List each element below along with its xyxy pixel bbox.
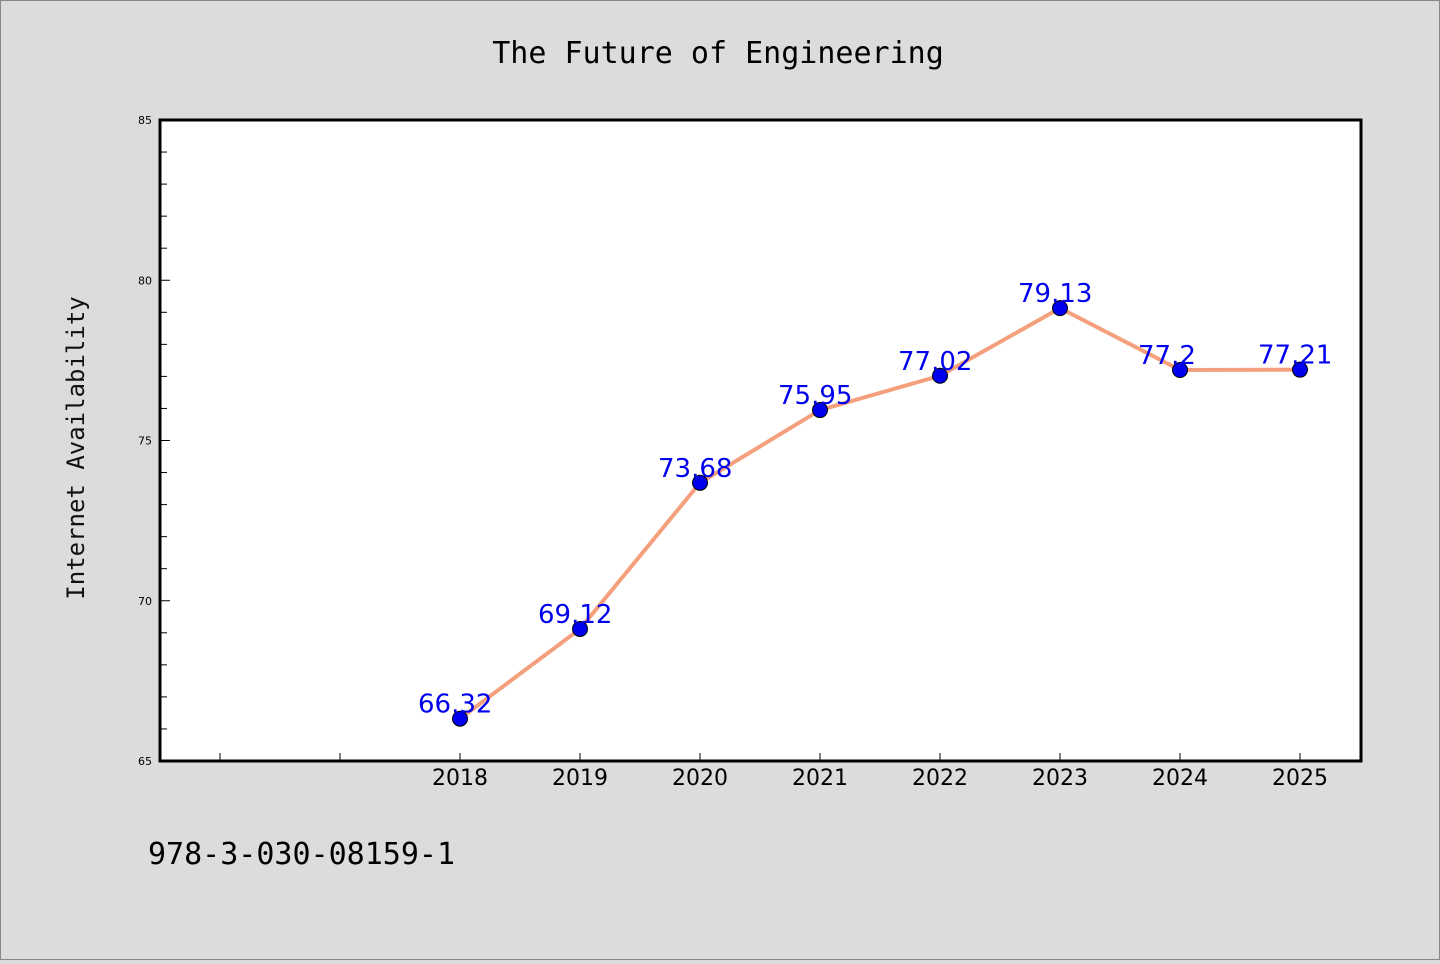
footer-isbn: 978-3-030-08159-1 (148, 837, 455, 872)
x-axis: 2018 2019 2020 2021 2022 2023 2024 2025 (219, 753, 1328, 791)
data-label: 77.2 (1138, 341, 1196, 371)
y-axis-label: Internet Availability (62, 296, 90, 599)
data-label: 75.95 (778, 381, 852, 411)
y-axis: 65 70 75 80 85 (138, 114, 170, 768)
data-point-marker (932, 367, 948, 384)
x-tick-label: 2022 (912, 766, 968, 791)
x-tick-label: 2023 (1032, 766, 1088, 791)
data-labels-layer: 66.32 69.12 73.68 75.95 77.02 79.13 77.2 77.21 (418, 279, 1332, 720)
data-label: 66.32 (418, 690, 492, 720)
y-tick-label: 70 (138, 595, 152, 608)
data-label: 79.13 (1018, 279, 1092, 309)
data-point-marker (452, 710, 468, 727)
plot-area (158, 118, 1363, 763)
y-tick-label: 80 (138, 274, 152, 287)
y-tick-label: 75 (138, 435, 152, 448)
x-tick-label: 2021 (792, 766, 848, 791)
x-tick-label: 2025 (1272, 766, 1328, 791)
x-tick-label: 2019 (552, 766, 608, 791)
x-tick-label: 2024 (1152, 766, 1208, 791)
data-label: 69.12 (538, 600, 612, 630)
y-tick-label: 85 (138, 114, 152, 127)
data-point-marker (1172, 361, 1188, 378)
data-point-marker (1052, 300, 1068, 317)
data-point-marker (572, 620, 588, 637)
data-point-marker (812, 402, 828, 419)
y-tick-label: 65 (138, 755, 152, 768)
data-label: 77.02 (898, 347, 972, 377)
x-tick-label: 2020 (672, 766, 728, 791)
chart-title: The Future of Engineering (492, 36, 944, 71)
data-label: 73.68 (658, 454, 732, 484)
data-point-marker (1292, 361, 1308, 378)
series-layer (452, 300, 1308, 727)
x-tick-label: 2018 (432, 766, 488, 791)
series-line (458, 306, 1302, 721)
data-label: 77.21 (1258, 341, 1332, 371)
data-point-marker (692, 474, 708, 491)
